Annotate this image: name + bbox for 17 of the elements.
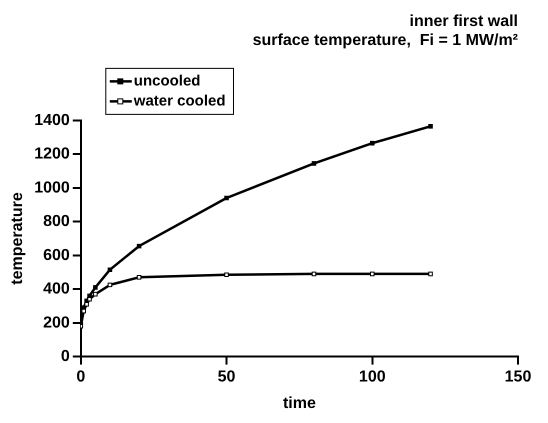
x-tick-label: 50 — [218, 368, 236, 386]
x-tick-label: 0 — [76, 368, 86, 386]
legend-label: water cooled — [132, 92, 226, 110]
y-tick-label: 400 — [43, 280, 70, 298]
chart-title: inner first wall surface temperature, Fi = 1 MW/m² — [252, 13, 518, 50]
x-axis-title: time — [282, 394, 316, 412]
y-tick-label: 0 — [60, 348, 70, 366]
y-tick-label: 800 — [43, 213, 70, 230]
y-axis-title: temperature — [9, 192, 26, 285]
y-tick-label: 1400 — [34, 112, 70, 129]
y-tick-label: 200 — [43, 314, 70, 332]
x-tick-label: 150 — [504, 368, 532, 386]
x-tick-label: 100 — [358, 368, 386, 386]
y-tick-label: 1200 — [34, 146, 70, 163]
y-tick-label: 1000 — [34, 179, 70, 196]
y-tick-label: 600 — [43, 246, 70, 264]
legend-label: uncooled — [134, 72, 200, 90]
